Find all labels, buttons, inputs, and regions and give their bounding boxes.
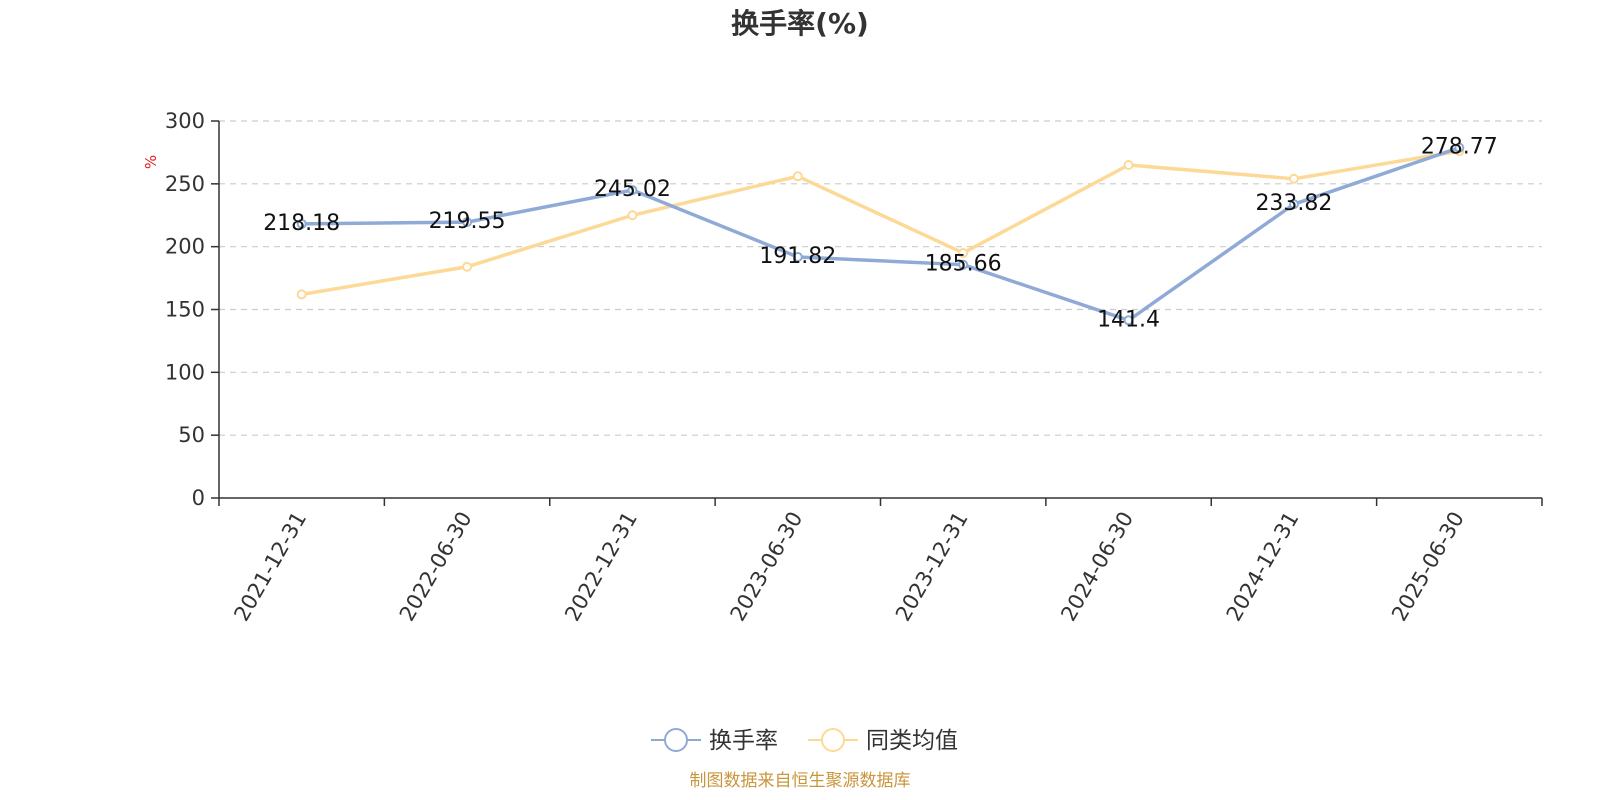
data-source-note: 制图数据来自恒生聚源数据库 — [690, 771, 911, 791]
data-point[interactable] — [1288, 173, 1299, 184]
data-point[interactable] — [958, 259, 969, 270]
x-tick-label: 2022-12-31 — [560, 508, 642, 626]
legend-label: 同类均值 — [866, 728, 958, 754]
data-point[interactable] — [462, 217, 473, 228]
data-label: 191.82 — [759, 244, 836, 269]
data-point[interactable] — [792, 171, 803, 182]
x-tick-label: 2024-06-30 — [1056, 508, 1138, 626]
legend-circle-icon — [821, 728, 845, 752]
x-tick-label: 2023-06-30 — [726, 508, 808, 626]
data-label: 141.4 — [1097, 307, 1160, 332]
legend[interactable]: 换手率 同类均值 — [651, 728, 958, 754]
x-tick-label: 2022-06-30 — [395, 508, 477, 626]
data-label: 278.77 — [1421, 135, 1498, 160]
data-label: 218.18 — [263, 211, 340, 236]
data-point[interactable] — [296, 289, 307, 300]
data-point[interactable] — [1123, 315, 1134, 326]
x-tick-label: 2025-06-30 — [1387, 508, 1469, 626]
series-line-turnover-rate — [301, 146, 1460, 323]
y-tick-label: 250 — [165, 172, 205, 196]
data-point[interactable] — [792, 251, 803, 262]
x-tick-label: 2024-12-31 — [1222, 508, 1304, 626]
series-line-peer-average — [301, 149, 1460, 297]
legend-item-peer-average[interactable]: 同类均值 — [808, 728, 958, 754]
legend-circle-icon — [664, 728, 688, 752]
grid-lines — [219, 120, 1542, 436]
data-point[interactable] — [627, 210, 638, 221]
y-tick-label: 200 — [165, 235, 205, 259]
y-tick-label: 300 — [165, 109, 205, 133]
legend-label: 换手率 — [709, 728, 778, 754]
y-tick-label: 150 — [165, 298, 205, 322]
y-tick-label: 100 — [165, 360, 205, 384]
data-point[interactable] — [627, 185, 638, 196]
data-point[interactable] — [958, 247, 969, 258]
chart-title: 换手率(%) — [731, 7, 869, 40]
data-label: 233.82 — [1255, 191, 1332, 216]
data-label: 245.02 — [594, 177, 671, 202]
x-tick-label: 2023-12-31 — [891, 508, 973, 626]
data-point[interactable] — [1454, 142, 1465, 153]
x-tick-label: 2021-12-31 — [229, 508, 311, 626]
data-point[interactable] — [1288, 199, 1299, 210]
data-point[interactable] — [1123, 159, 1134, 170]
data-point[interactable] — [296, 218, 307, 229]
y-tick-label: 0 — [192, 486, 205, 510]
y-tick-label: 50 — [178, 423, 205, 447]
data-point[interactable] — [462, 261, 473, 272]
y-axis-unit-label: % — [142, 155, 160, 169]
axes: 0 50 100 150 200 250 300 2021-12-31 2022-06-30 20… — [165, 109, 1543, 626]
data-label: 219.55 — [429, 209, 506, 234]
legend-item-turnover-rate[interactable]: 换手率 — [651, 728, 778, 754]
data-label: 185.66 — [925, 252, 1002, 277]
data-labels: 218.18 219.55 245.02 191.82 185.66 141.4 233.8… — [263, 135, 1498, 333]
series-lines — [296, 142, 1465, 326]
